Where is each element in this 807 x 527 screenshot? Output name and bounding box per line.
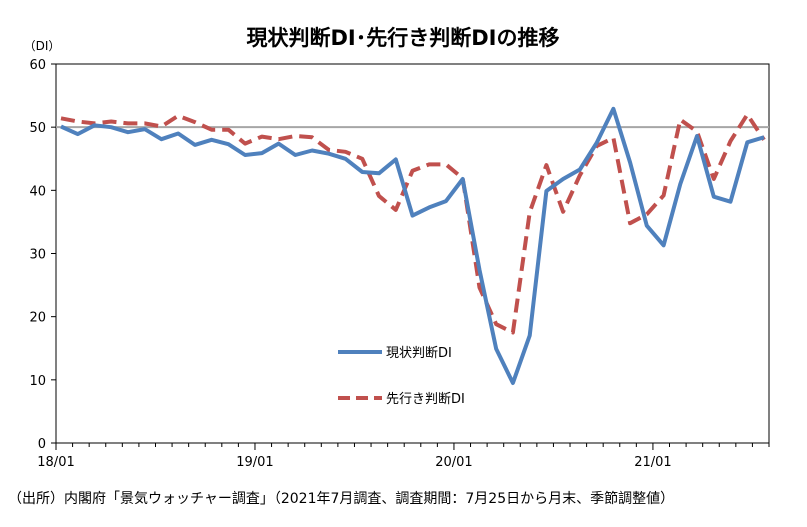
y-tick-label: 10 <box>29 374 46 389</box>
source-note: （出所）内閣府「景気ウォッチャー調査」（2021年7月調査、調査期間：7月25日… <box>8 490 674 507</box>
x-tick-label: 19/01 <box>236 455 273 470</box>
axes-group: 0 10 20 30 40 50 60 18/01 19/01 20/01 21/01 <box>29 58 770 470</box>
y-tick-label: 20 <box>29 311 46 326</box>
y-tick-label: 30 <box>29 248 46 263</box>
series-line-0 <box>60 106 765 385</box>
x-tick-label: 18/01 <box>37 455 74 470</box>
y-tick-label: 50 <box>29 121 46 136</box>
x-tick-label: 21/01 <box>634 455 671 470</box>
legend-label-1: 先行き判断DI <box>386 392 465 407</box>
legend-label-0: 現状判断DI <box>386 346 452 361</box>
series-line-1 <box>60 112 766 335</box>
chart-title: 現状判断DI･先行き判断DIの推移 <box>247 26 560 50</box>
series-group <box>60 106 766 385</box>
y-tick-label: 60 <box>29 58 46 73</box>
y-axis-unit-label: （DI） <box>24 39 61 53</box>
plot-area-frame <box>55 63 770 444</box>
x-tick-label: 20/01 <box>435 455 472 470</box>
y-tick-label: 40 <box>29 184 46 199</box>
y-tick-label: 0 <box>38 437 46 452</box>
legend: 現状判断DI 先行き判断DI <box>338 346 465 407</box>
